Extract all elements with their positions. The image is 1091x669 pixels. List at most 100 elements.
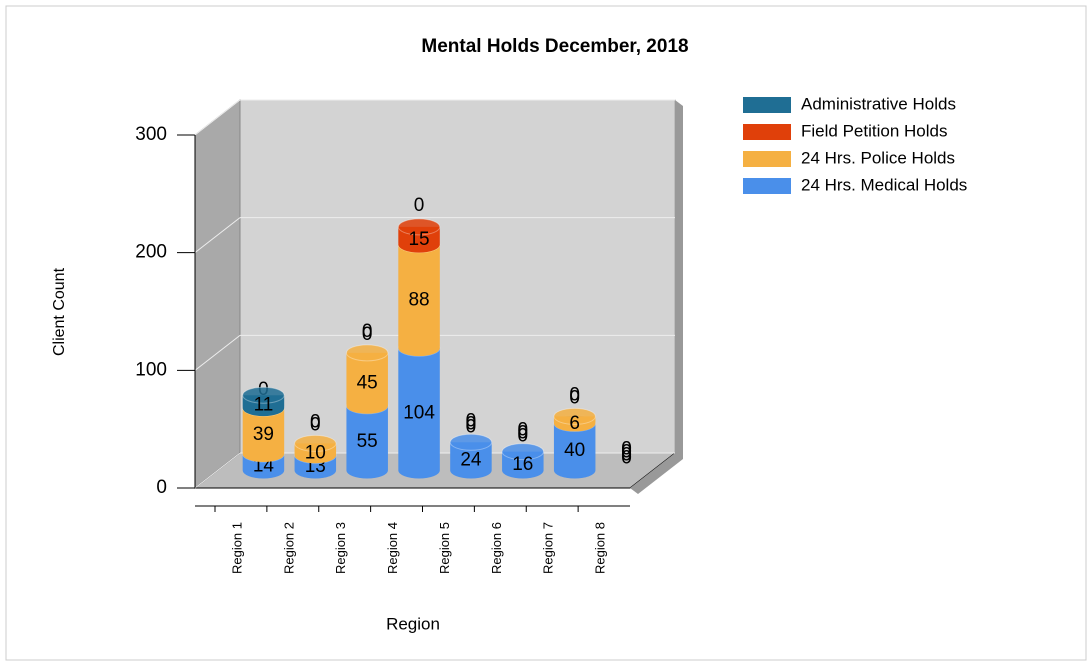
bar-cap [294, 434, 337, 452]
y-axis-label: Client Count [51, 267, 68, 356]
legend-label: 24 Hrs. Medical Holds [801, 175, 967, 194]
bar-segment: 88 [397, 236, 441, 357]
bar-body [242, 408, 285, 463]
x-tick-label: Region 4 [385, 522, 400, 574]
bar-segment: 0 [518, 420, 529, 441]
y-tick-label: 300 [135, 124, 167, 145]
grid-line [194, 99, 241, 136]
data-label: 0 [518, 426, 529, 447]
bar-cap [553, 407, 596, 425]
grid-line [194, 334, 241, 371]
side-wall [194, 98, 241, 490]
x-tick-label: Region 1 [229, 522, 244, 574]
x-tick-label: Region 2 [281, 522, 296, 574]
data-label: 0 [569, 384, 580, 405]
bar-cap [397, 218, 441, 236]
data-label: 0 [569, 387, 580, 408]
bar-segment: 0 [621, 445, 632, 466]
bar-segment: 0 [466, 413, 477, 434]
bar-segment: 0 [621, 442, 632, 463]
x-tick-label: Region 6 [489, 522, 504, 574]
data-label: 0 [518, 423, 529, 444]
chart-title: Mental Holds December, 2018 [421, 36, 688, 57]
bar-cap [345, 344, 389, 362]
x-tick-label: Region 8 [593, 522, 608, 574]
bar-body [553, 423, 596, 479]
x-axis-label: Region [386, 614, 440, 633]
bar-segment: 0 [310, 414, 321, 435]
bar-segment: 45 [345, 344, 389, 414]
data-label: 0 [362, 324, 373, 345]
data-label: 0 [466, 410, 477, 431]
bar-segment: 15 [397, 218, 441, 253]
bar-segment: 10 [294, 434, 337, 463]
bar-segment: 0 [621, 448, 632, 469]
data-label: 0 [621, 439, 632, 460]
legend-label: Administrative Holds [801, 94, 956, 113]
bar-segment: 0 [466, 416, 477, 437]
legend-label: Field Petition Holds [801, 121, 947, 140]
bar-segment: 0 [466, 410, 477, 431]
y-tick-label: 0 [156, 477, 167, 498]
bar-segment: 0 [362, 321, 373, 342]
grid-line [194, 452, 241, 489]
bar-segment: 0 [569, 387, 580, 408]
bar-cap [242, 386, 285, 404]
data-label: 6 [569, 413, 580, 434]
bar-segment: 0 [569, 384, 580, 405]
data-label: 0 [621, 442, 632, 463]
data-label: 55 [357, 431, 378, 452]
data-label: 39 [253, 424, 274, 445]
bar-segment: 0 [621, 439, 632, 460]
bar-cap [501, 443, 545, 461]
bar-segment: 16 [501, 443, 545, 479]
bar-body [398, 348, 440, 479]
data-label: 0 [466, 416, 477, 437]
y-tick-label: 200 [135, 242, 167, 263]
legend-swatch [743, 97, 791, 113]
back-wall [239, 99, 676, 454]
x-tick-label: Region 3 [333, 522, 348, 574]
bar-segment: 6 [553, 407, 596, 434]
legend-swatch [743, 151, 791, 167]
x-tick-label: Region 7 [541, 522, 556, 574]
data-label: 104 [403, 402, 435, 423]
bar-segment: 0 [310, 411, 321, 432]
bar-segment: 0 [414, 195, 425, 216]
bar-body [398, 244, 440, 357]
legend-swatch [743, 124, 791, 140]
bar-segment: 11 [242, 386, 285, 417]
data-label: 0 [414, 195, 425, 216]
data-label: 45 [357, 372, 378, 393]
data-label: 11 [254, 395, 274, 416]
legend-label: 24 Hrs. Police Holds [801, 148, 955, 167]
bar-segment: 104 [397, 339, 441, 479]
data-label: 0 [518, 420, 529, 441]
bar-body [346, 405, 388, 479]
data-label: 88 [408, 289, 429, 310]
bar-segment: 0 [518, 426, 529, 447]
bar-body [346, 352, 388, 414]
data-label: 0 [621, 445, 632, 466]
bar-cap [449, 433, 493, 451]
bar-segment: 0 [362, 324, 373, 345]
data-label: 10 [305, 442, 326, 463]
data-label: 0 [310, 414, 321, 435]
bar-segment: 0 [518, 423, 529, 444]
data-label: 0 [310, 411, 321, 432]
data-label: 0 [466, 413, 477, 434]
data-label: 16 [512, 454, 533, 475]
y-tick-label: 100 [135, 359, 167, 380]
legend-swatch [743, 178, 791, 194]
right-edge [630, 100, 683, 494]
x-tick-label: Region 5 [437, 522, 452, 574]
grid-line [194, 217, 241, 254]
bar-body [450, 442, 492, 479]
data-label: 24 [460, 449, 482, 470]
data-label: 40 [564, 440, 585, 461]
data-label: 15 [408, 229, 429, 250]
bar-segment: 24 [449, 433, 493, 479]
data-label: 0 [621, 448, 632, 469]
data-label: 0 [362, 321, 373, 342]
